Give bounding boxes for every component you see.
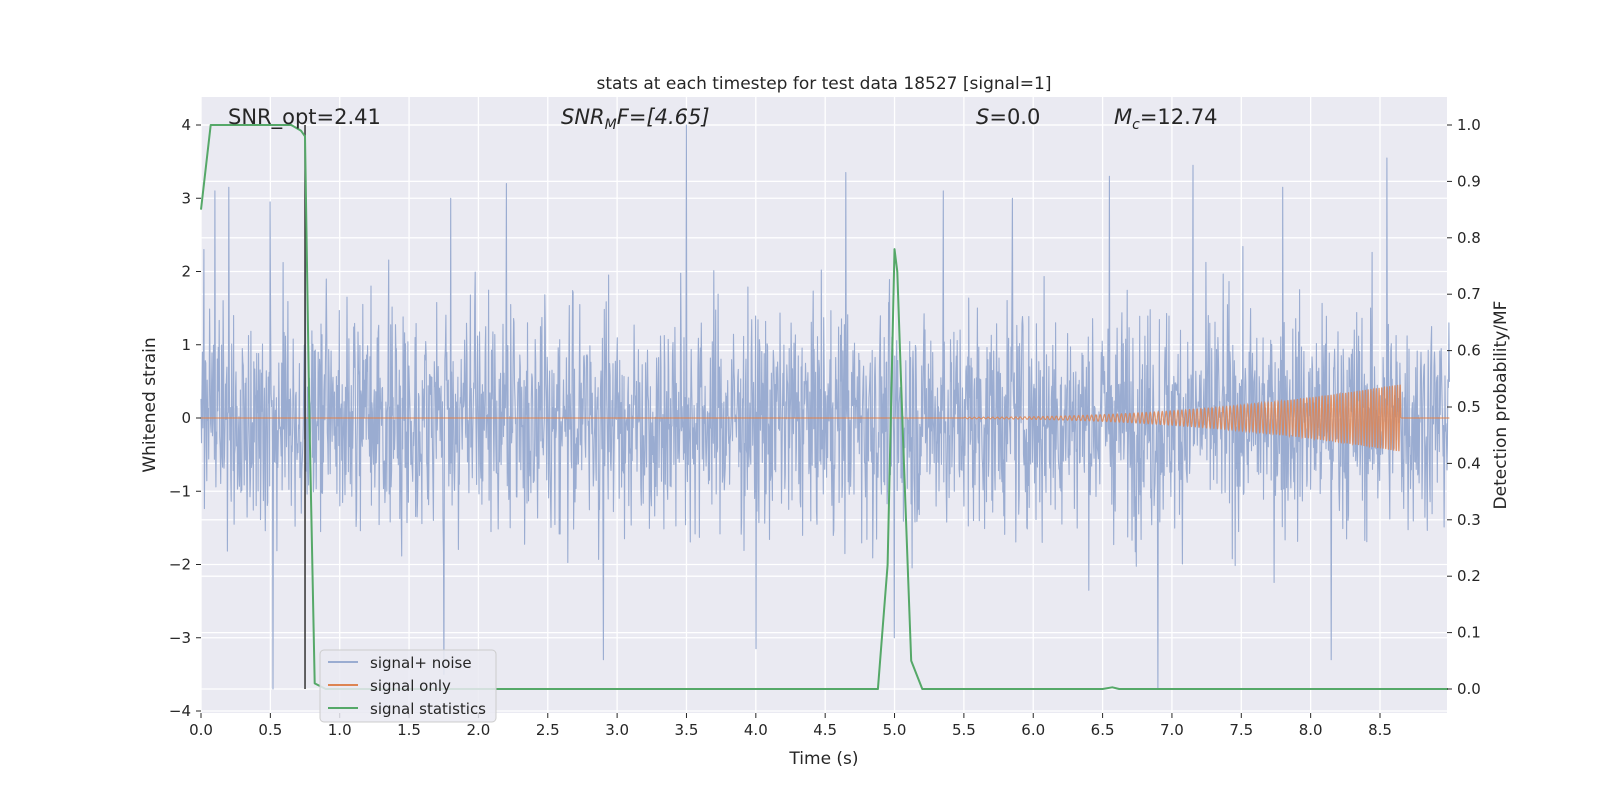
x-tick-label: 6.5 [1091,721,1115,739]
y-tick-label: −1 [169,482,191,500]
annotation-mc-rest: =12.74 [1140,105,1218,129]
x-tick-label: 2.5 [536,721,560,739]
annotation-s-main: S [976,105,989,129]
y2-tick-label: 0.2 [1457,567,1481,585]
x-axis-ticks: 0.0 0.5 1.0 1.5 2.0 2.5 3.0 3.5 4.0 4.5 5.0 5.5 6.0 6… [189,713,1392,739]
y-tick-label: −3 [169,629,191,647]
y-axis-label: Whitened strain [140,337,160,472]
x-tick-label: 7.0 [1160,721,1184,739]
line-signal-plus-noise [200,124,1450,690]
y2-tick-label: 0.8 [1457,229,1481,247]
annotation-snr-mf-rest: F=[4.65] [617,105,710,129]
series-signal-plus-noise [200,124,1450,690]
y-tick-label: 3 [181,189,191,207]
x-tick-label: 5.5 [952,721,976,739]
y-tick-label: 1 [181,336,191,354]
y-tick-label: 0 [181,409,191,427]
legend: signal+ noise signal only signal statist… [319,649,497,723]
series-signal-only [201,384,1450,452]
y-tick-label: −4 [169,702,191,720]
x-axis-label: Time (s) [788,749,858,769]
annotation-snr-opt: SNR_opt=2.41 [228,105,381,130]
y2-tick-label: 0.0 [1457,680,1481,698]
legend-label-signal-only: signal only [370,677,451,695]
legend-label-signal-statistics: signal statistics [370,700,486,718]
x-tick-label: 0.5 [258,721,282,739]
y2-tick-label: 0.5 [1457,398,1481,416]
x-tick-label: 5.0 [883,721,907,739]
annotation-mc-main: M [1114,105,1132,129]
x-tick-label: 1.0 [328,721,352,739]
series-signal-statistics [200,124,1448,690]
x-tick-label: 0.0 [189,721,213,739]
annotation-snr-mf-main: SNR [561,105,605,129]
x-tick-label: 7.5 [1229,721,1253,739]
y2-axis-label: Detection probability/MF [1491,301,1511,510]
x-tick-label: 4.0 [744,721,768,739]
annotation-snr-mf-sub: M [605,117,617,133]
y2-tick-label: 0.7 [1457,285,1481,303]
x-tick-label: 4.5 [813,721,837,739]
x-tick-label: 8.0 [1299,721,1323,739]
legend-label-signal-plus-noise: signal+ noise [370,654,472,672]
x-tick-label: 3.0 [605,721,629,739]
y2-tick-label: 0.1 [1457,624,1481,642]
annotation-s: S=0.0 [976,105,1040,129]
chart-title: stats at each timestep for test data 185… [597,74,1052,94]
x-tick-label: 6.0 [1021,721,1045,739]
line-signal-only [201,384,1450,452]
y-tick-label: −2 [169,556,191,574]
y2-tick-label: 0.4 [1457,454,1481,472]
y-tick-label: 4 [181,116,191,134]
y2-tick-label: 0.3 [1457,511,1481,529]
x-tick-label: 3.5 [675,721,699,739]
y2-axis-ticks: 0.0 0.1 0.2 0.3 0.4 0.5 0.6 0.7 0.8 0.9 1.0 [1447,116,1481,698]
y2-tick-label: 1.0 [1457,116,1481,134]
annotation-snr-mf: SNRMF=[4.65] [561,105,710,133]
annotation-mc-sub: c [1132,117,1140,133]
line-signal-statistics [200,124,1448,690]
y2-tick-label: 0.6 [1457,342,1481,360]
legend-box [319,649,497,723]
x-tick-label: 8.5 [1368,721,1392,739]
x-tick-label: 2.0 [466,721,490,739]
y2-tick-label: 0.9 [1457,172,1481,190]
y-tick-label: 2 [181,263,191,281]
x-tick-label: 1.5 [397,721,421,739]
y-axis-ticks: −4 −3 −2 −1 0 1 2 3 4 [169,116,201,720]
annotation-mc: Mc=12.74 [1114,105,1218,133]
annotation-s-rest: =0.0 [989,105,1040,129]
